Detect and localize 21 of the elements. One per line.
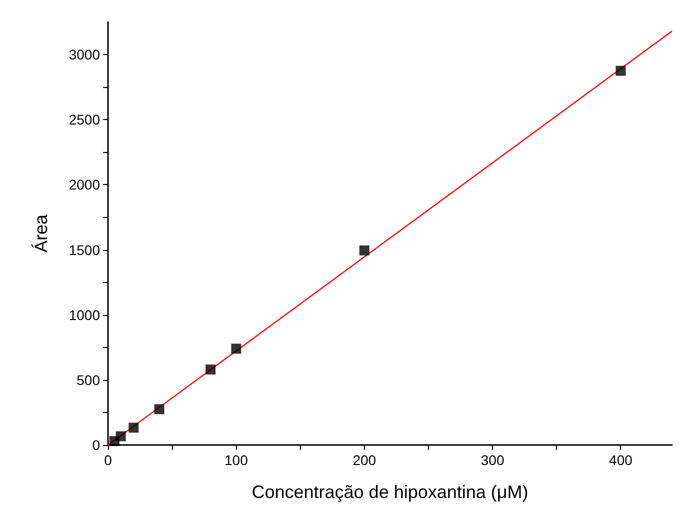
x-tick-label: 0 xyxy=(104,452,112,468)
point xyxy=(206,364,216,375)
y-tick-label: 1500 xyxy=(68,242,100,258)
point xyxy=(616,66,626,76)
y-tick-label: 2000 xyxy=(68,176,100,193)
x-tick-label: 400 xyxy=(609,452,633,468)
point xyxy=(359,245,370,256)
x-tick-label: 100 xyxy=(224,452,248,468)
x-tick-label: 300 xyxy=(480,452,504,468)
y-axis-title: Área xyxy=(31,214,51,253)
y-tick-label: 2500 xyxy=(68,112,100,128)
point xyxy=(116,431,126,442)
x-axis-title: Concentração de hipoxantina (μM) xyxy=(252,482,528,502)
y-tick-label: 500 xyxy=(76,372,100,388)
x-tick-label: 200 xyxy=(352,452,376,468)
point xyxy=(154,404,164,414)
y-tick-label: 1000 xyxy=(68,306,100,323)
y-tick-label: 3000 xyxy=(68,46,100,63)
point xyxy=(231,344,242,354)
y-tick-label: 0 xyxy=(92,437,100,453)
point xyxy=(128,422,139,433)
